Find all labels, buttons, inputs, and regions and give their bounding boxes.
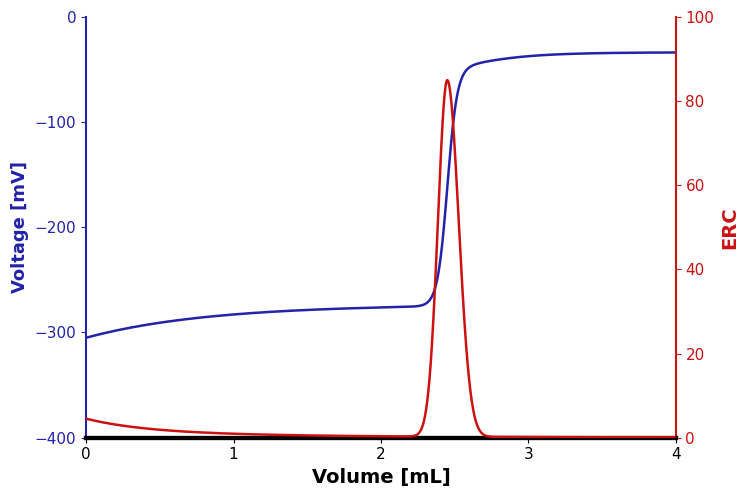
X-axis label: Volume [mL]: Volume [mL]	[311, 468, 450, 487]
Y-axis label: ERC: ERC	[720, 206, 739, 249]
Y-axis label: Voltage [mV]: Voltage [mV]	[11, 161, 29, 293]
